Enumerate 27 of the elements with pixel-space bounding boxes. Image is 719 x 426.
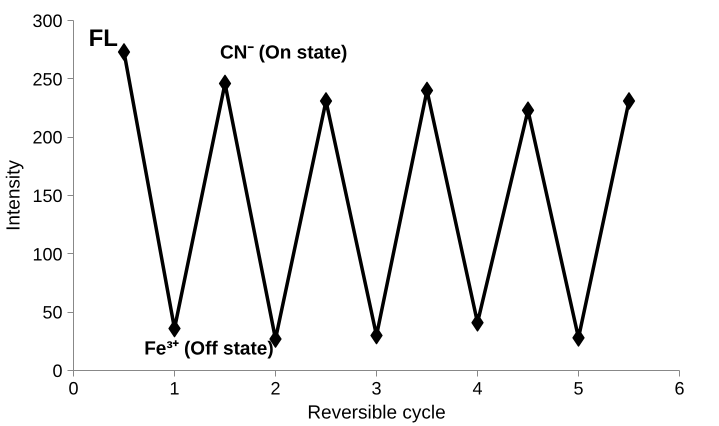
y-tick-label: 50: [42, 302, 63, 323]
point: [522, 101, 534, 120]
annotation: FL: [88, 25, 118, 52]
point: [320, 92, 332, 110]
x-tick-label: 2: [270, 378, 281, 398]
x-tick-label: 3: [371, 378, 382, 398]
y-axis-title: Intensity: [3, 160, 24, 231]
x-tick-label: 6: [674, 378, 685, 398]
x-tick-label: 4: [472, 378, 483, 398]
x-tick-label: 1: [169, 378, 180, 398]
x-tick-label: 5: [573, 378, 584, 398]
point: [118, 43, 130, 61]
point: [471, 314, 484, 332]
annotation: CN⁻ (On state): [220, 42, 348, 64]
point: [420, 82, 434, 100]
point: [370, 326, 383, 344]
point: [572, 328, 585, 347]
y-tick-label: 0: [52, 361, 63, 381]
x-axis-title: Reversible cycle: [307, 402, 446, 424]
y-tick-label: 250: [32, 69, 63, 90]
annotation: Fe³⁺ (Off state): [144, 338, 274, 360]
y-tick-label: 300: [32, 11, 63, 31]
x-tick-label: 0: [68, 378, 79, 398]
y-tick-label: 100: [32, 244, 63, 264]
y-tick-label: 150: [32, 186, 63, 206]
point: [622, 92, 636, 110]
y-tick-label: 200: [32, 128, 63, 148]
